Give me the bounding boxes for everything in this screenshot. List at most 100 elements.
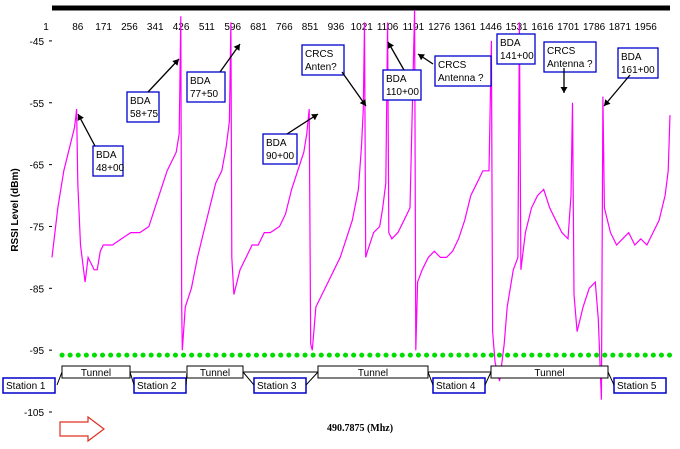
annotation-text: 48+00 [96,163,125,174]
x-tick-label: 1871 [609,22,632,33]
annotation-arrowhead [359,99,366,106]
x-tick-label: 766 [276,22,293,33]
annotation-box [126,91,160,123]
segment-connector [484,371,492,386]
annotation-text: 77+50 [190,89,219,100]
x-tick-label: 1021 [351,22,374,33]
y-tick-label: -95 [30,346,45,357]
annotation-text: Anten? [305,62,337,73]
annotation-text: 141+00 [500,51,534,62]
station-label: Station 4 [436,381,476,392]
segment-connector [242,371,255,386]
annotation-arrowhead [604,99,611,106]
station-label: Station 5 [617,381,657,392]
x-tick-label: 851 [302,22,319,33]
tunnel-label: Tunnel [200,368,230,379]
x-tick-label: 681 [250,22,267,33]
tunnel-label: Tunnel [358,368,388,379]
y-axis-ticks: -45 -55 -65 -75 -85 -95 -105 [24,37,52,419]
annotation-arrow [286,113,319,135]
y-tick-label: -105 [24,408,44,419]
annotation-arrowhead [77,114,84,121]
annotation-box [301,44,345,76]
x-tick-label: 1616 [531,22,554,33]
x-tick-label: 1786 [583,22,606,33]
annotation-text: CRCS [547,46,576,57]
x-tick-label: 171 [95,22,112,33]
rssi-series-line [51,9,671,400]
annotation-box [434,55,492,87]
station-tunnel-segments: Station 1 Station 2 Station 3 Station 4 Stat… [2,365,667,394]
y-tick-label: -85 [30,284,45,295]
station-label: Station 2 [137,381,177,392]
annotation-arrow [147,58,180,93]
x-tick-label: 596 [224,22,241,33]
annotation-text: BDA [500,38,521,49]
annotation-text: BDA [386,74,407,85]
annotation-text: Antenna ? [438,73,484,84]
x-tick-label: 1701 [557,22,580,33]
annotation-arrowhead [311,114,318,121]
station-box [133,377,187,394]
annotation-text: 110+00 [386,87,419,98]
station-box [613,377,667,394]
station-box [432,377,486,394]
segment-connector [305,371,319,386]
x-tick-label: 1 [43,22,49,33]
tunnel-label: Tunnel [534,368,564,379]
annotation-text: Antenna ? [547,59,593,70]
annotation-arrowhead [172,59,179,66]
annotation-text: BDA [190,76,211,87]
y-tick-label: -75 [30,222,45,233]
annotation-text: BDA [96,150,117,161]
station-label: Station 3 [257,381,297,392]
annotation-text: 161+00 [621,65,655,76]
annotations: BDA 48+00 BDA 58+75 BDA 77+50 BDA 90+00 CRCS Ante… [77,33,659,177]
annotation-text: CRCS [438,60,467,71]
segment-connector [56,371,63,386]
y-tick-label: -45 [30,37,45,48]
x-axis-label: 490.7875 (Mhz) [327,423,393,434]
y-tick-label: -65 [30,161,45,172]
x-tick-label: 1446 [480,22,503,33]
station-box [2,377,56,394]
annotation-box [186,71,226,103]
segment-connector [185,371,188,386]
y-tick-label: -55 [30,99,45,110]
y-axis-label: RSSI Level (dBm) [10,168,21,251]
segment-connector [427,371,434,386]
station-box [253,377,307,394]
annotation-arrowhead [387,42,394,49]
x-tick-label: 1361 [454,22,477,33]
annotation-arrow [341,71,367,107]
annotation-text: BDA [266,138,287,149]
x-tick-label: 86 [72,22,84,33]
x-tick-label: 1276 [428,22,451,33]
x-tick-label: 511 [199,22,215,33]
annotation-text: CRCS [305,49,334,60]
annotation-box [543,41,597,73]
x-tick-label: 1531 [506,22,529,33]
x-tick-label: 1956 [635,22,658,33]
segment-connector [607,371,615,386]
annotation-box [262,133,298,165]
annotation-box [382,69,422,101]
annotation-text: 58+75 [130,109,159,120]
segment-connector [129,371,135,386]
annotation-text: BDA [130,96,151,107]
direction-arrow-icon [59,415,105,443]
x-tick-label: 341 [147,22,164,33]
x-tick-label: 936 [328,22,345,33]
annotation-arrowhead [560,87,568,93]
tunnel-label: Tunnel [81,368,111,379]
x-tick-label: 256 [121,22,138,33]
annotation-arrowhead [233,44,240,51]
annotation-box [92,145,124,177]
annotation-arrow [603,74,631,107]
annotation-box [496,33,536,65]
annotation-box [617,47,659,79]
annotation-text: BDA [621,52,642,63]
annotation-text: 90+00 [266,151,295,162]
x-axis-ticks: 1 86 171 256 341 426 511 596 681 766 851 936 1021 110… [43,22,657,33]
